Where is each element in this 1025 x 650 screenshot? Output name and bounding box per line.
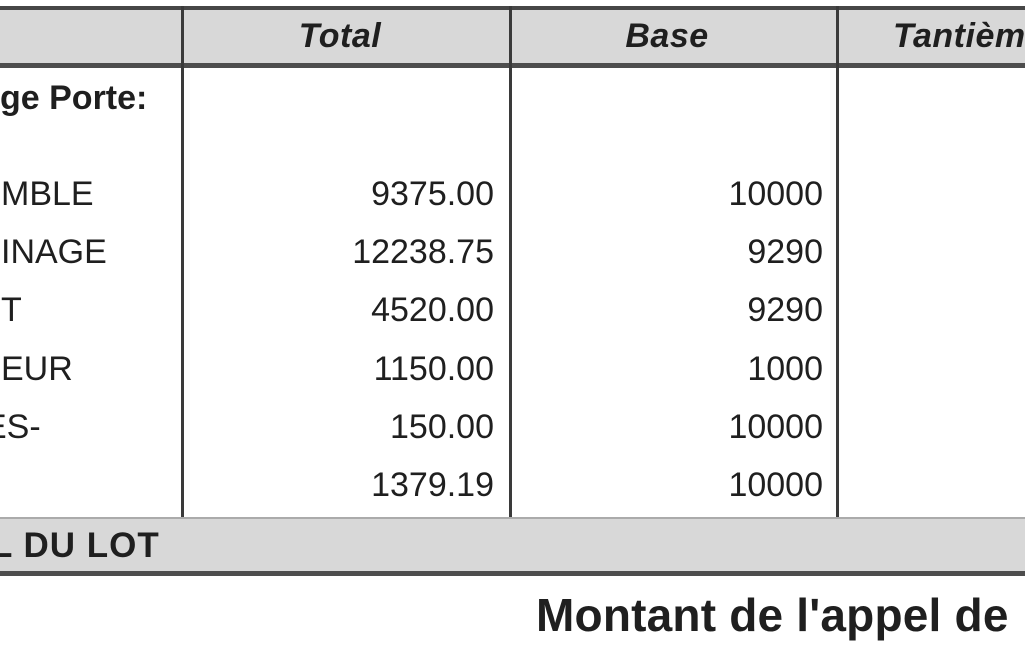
total-row-label: L DU LOT <box>0 525 160 565</box>
column-header-base: Base <box>625 17 709 55</box>
row-total-value: 9375.00 <box>371 175 494 213</box>
column-divider-1 <box>181 6 184 576</box>
table-top-border <box>0 6 1025 10</box>
row-base-value: 1000 <box>747 350 823 388</box>
column-header-total: Total <box>298 17 382 55</box>
row-base-value: 10000 <box>728 408 823 446</box>
row-base-value: 10000 <box>728 466 823 504</box>
row-label: T <box>1 291 22 329</box>
table-row: EUR 1150.00 1000 <box>0 352 840 392</box>
appel-de-fonds-caption: Montant de l'appel de <box>536 589 1009 641</box>
row-base-value: 9290 <box>747 291 823 329</box>
row-total-value: 1150.00 <box>373 350 494 388</box>
row-total-value: 12238.75 <box>352 233 494 271</box>
section-label-etage-porte: ge Porte: <box>0 79 148 117</box>
row-label: ES- <box>0 408 41 446</box>
table-bottom-border <box>0 571 1025 576</box>
table-total-row: L DU LOT <box>0 517 1025 572</box>
column-header-tantiemes: Tantièm <box>893 17 1025 55</box>
row-label: INAGE <box>1 233 107 271</box>
table-row: 1379.19 10000 <box>0 468 840 508</box>
row-label: MBLE <box>1 175 94 213</box>
column-divider-2 <box>509 6 512 576</box>
row-label: EUR <box>1 350 73 388</box>
header-bottom-border <box>0 63 1025 68</box>
table-row: INAGE 12238.75 9290 <box>0 235 840 275</box>
table-row: ES- 150.00 10000 <box>0 410 840 450</box>
table-row: T 4520.00 9290 <box>0 293 840 333</box>
table-row: MBLE 9375.00 10000 <box>0 177 840 217</box>
row-total-value: 4520.00 <box>371 291 494 329</box>
table-header-row <box>0 10 1025 63</box>
column-divider-3 <box>836 6 839 576</box>
row-total-value: 1379.19 <box>371 466 494 504</box>
row-total-value: 150.00 <box>390 408 494 446</box>
row-base-value: 10000 <box>728 175 823 213</box>
row-base-value: 9290 <box>747 233 823 271</box>
